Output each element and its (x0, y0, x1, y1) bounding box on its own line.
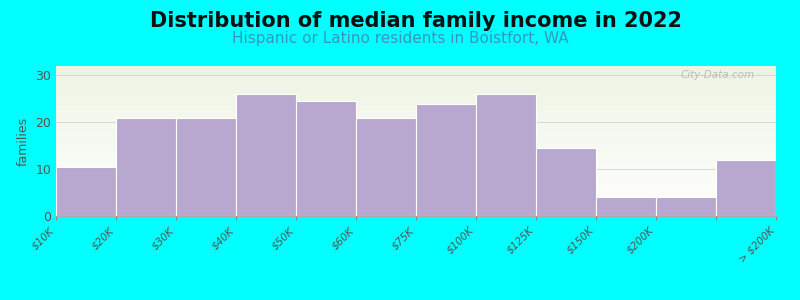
Bar (596, 197, 656, 216)
Bar (416, 103, 476, 216)
Bar (236, 94, 296, 216)
Bar (56, 167, 116, 216)
Bar (296, 101, 356, 216)
Bar (176, 118, 236, 216)
Bar (656, 197, 716, 216)
Y-axis label: families: families (17, 116, 30, 166)
Bar (716, 160, 776, 216)
Text: Hispanic or Latino residents in Boistfort, WA: Hispanic or Latino residents in Boistfor… (232, 32, 568, 46)
Bar (356, 118, 416, 216)
Title: Distribution of median family income in 2022: Distribution of median family income in … (150, 11, 682, 31)
Bar (476, 94, 536, 216)
Text: City-Data.com: City-Data.com (680, 70, 754, 80)
Bar (536, 148, 596, 216)
Bar (116, 118, 176, 216)
